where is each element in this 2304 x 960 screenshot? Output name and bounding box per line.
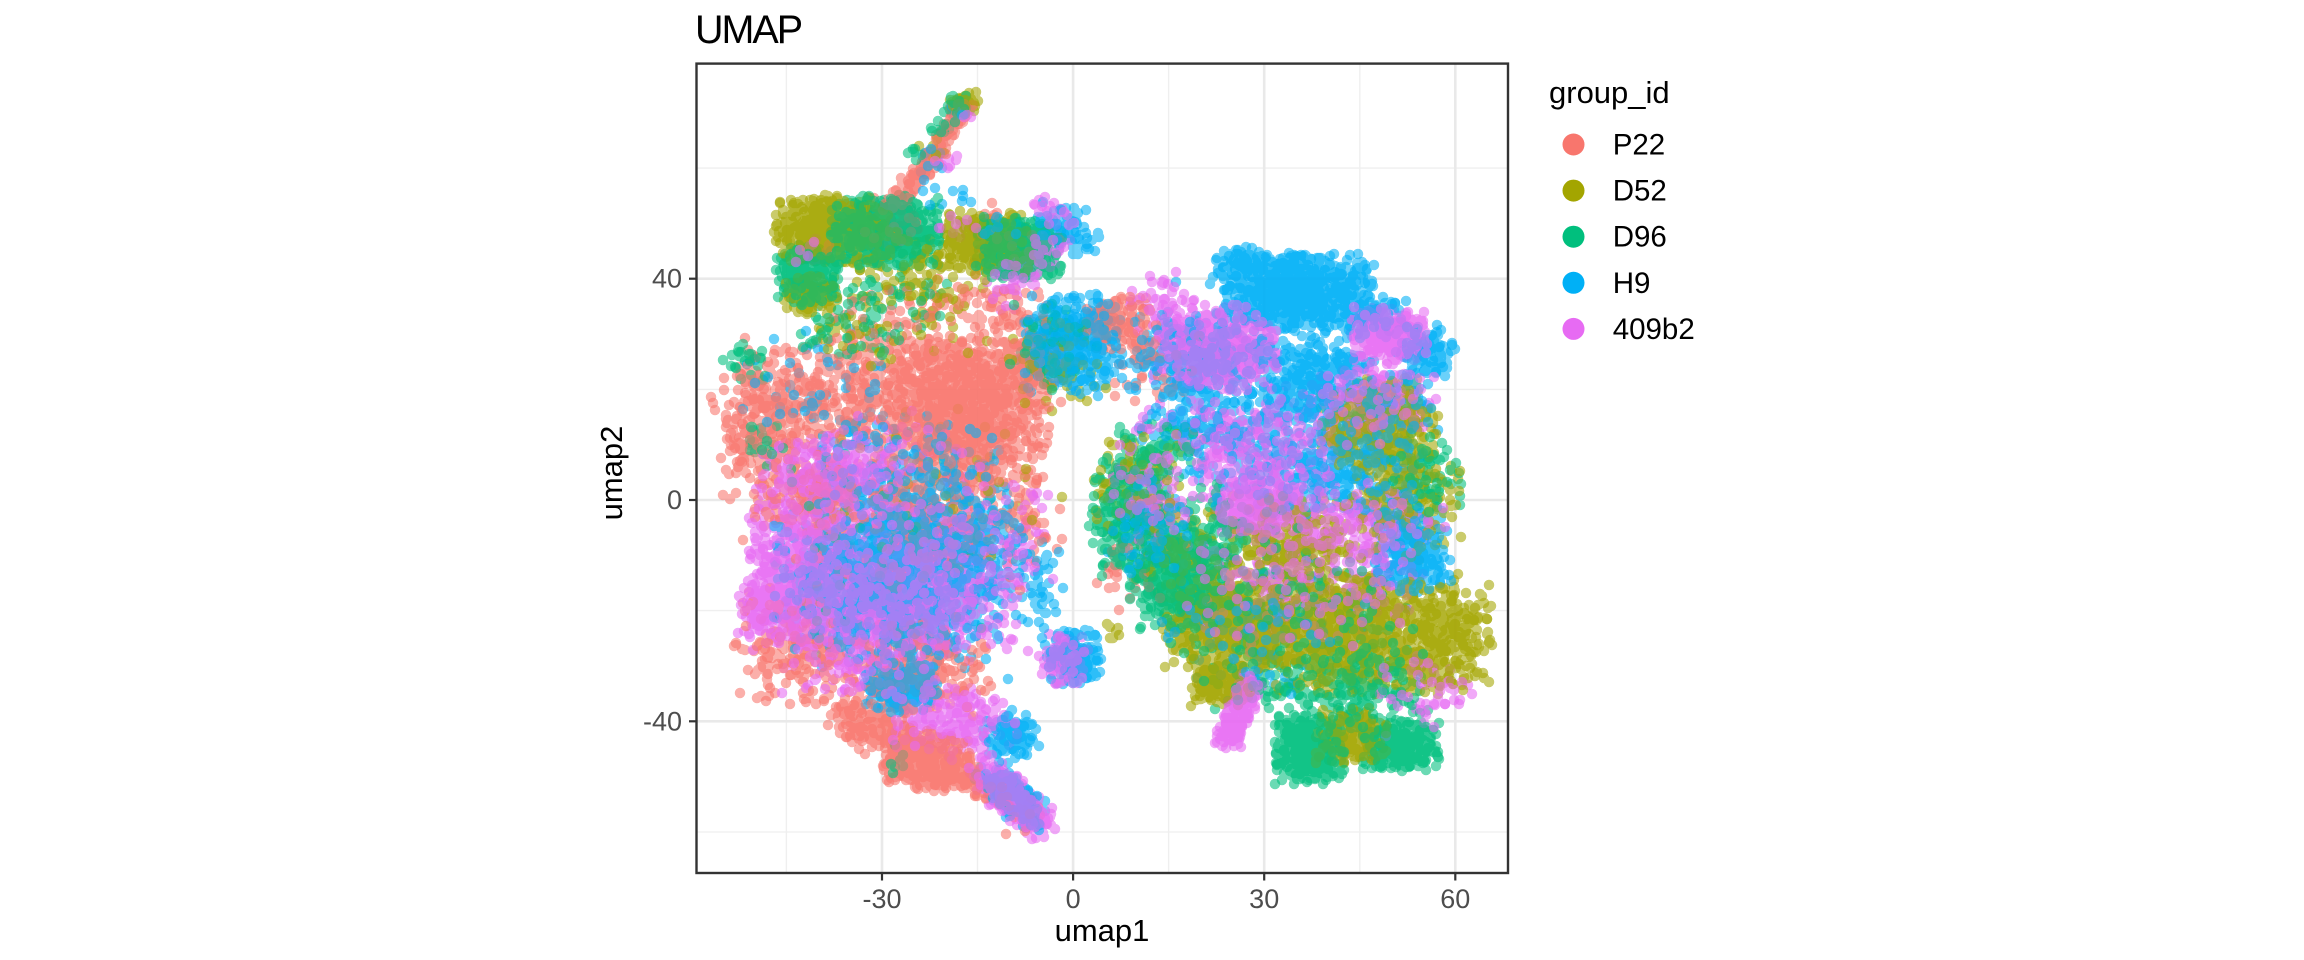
svg-text:30: 30 [1249,884,1279,914]
svg-text:group_id: group_id [1549,75,1670,110]
svg-text:60: 60 [1440,884,1470,914]
svg-text:P22: P22 [1613,129,1666,162]
svg-text:umap1: umap1 [1055,913,1150,948]
svg-text:-30: -30 [862,884,901,914]
svg-text:D52: D52 [1613,175,1667,208]
svg-text:H9: H9 [1613,267,1651,300]
svg-text:40: 40 [652,264,682,294]
svg-text:409b2: 409b2 [1613,313,1695,346]
svg-text:umap2: umap2 [594,426,629,521]
svg-text:0: 0 [667,485,682,515]
svg-text:0: 0 [1066,884,1081,914]
svg-text:UMAP: UMAP [695,8,802,52]
svg-text:-40: -40 [643,706,682,736]
svg-text:D96: D96 [1613,221,1667,254]
